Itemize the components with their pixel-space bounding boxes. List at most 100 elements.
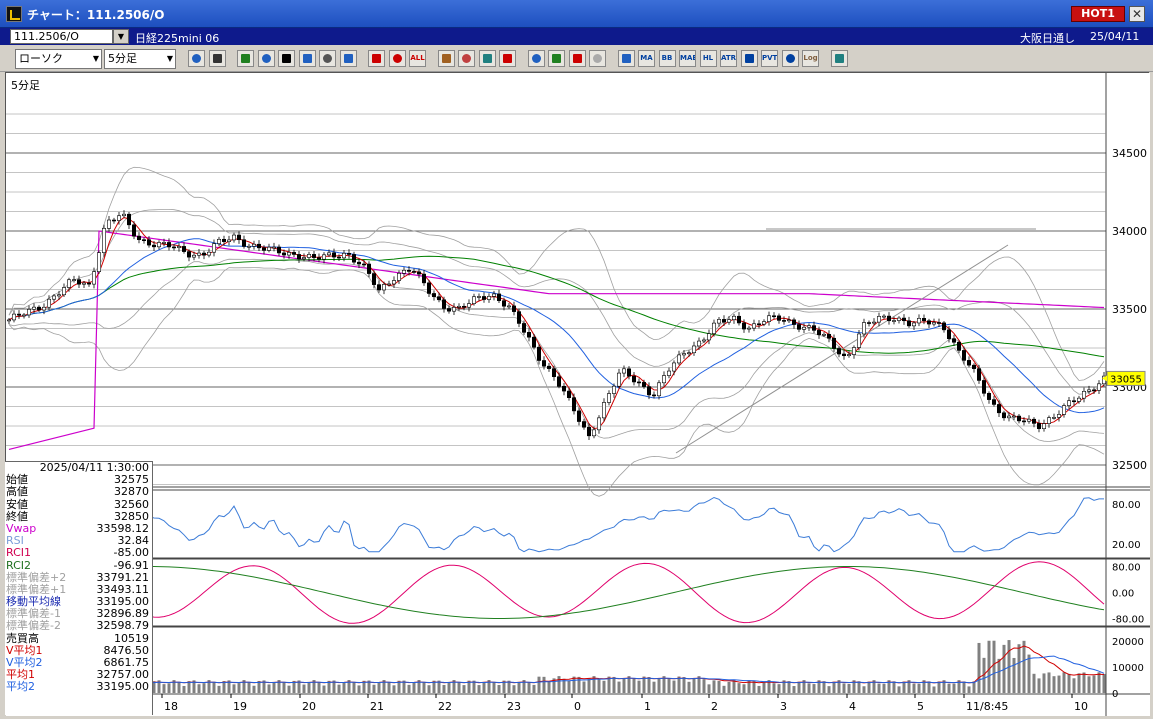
data-row: 売買高 10519 — [5, 632, 152, 645]
candle-body — [831, 337, 836, 349]
calendar-icon[interactable] — [548, 50, 565, 67]
volume-bar — [1082, 672, 1086, 693]
candle-body — [122, 213, 127, 217]
candle-body — [426, 282, 431, 294]
volume-bar — [872, 680, 876, 693]
flag-icon[interactable] — [568, 50, 586, 67]
data-row: 高値 32870 — [5, 486, 152, 498]
wrench-icon[interactable] — [458, 50, 475, 67]
note-icon[interactable] — [319, 50, 336, 67]
hot1-button[interactable]: HOT1 — [1071, 6, 1125, 22]
volume-bar — [162, 684, 166, 693]
crosshair-icon[interactable] — [208, 50, 226, 67]
chart-type-select[interactable]: ローソク ▼ — [15, 49, 102, 69]
chevron-down-icon: ▼ — [166, 54, 173, 63]
candle-body — [961, 350, 966, 361]
candles-icon[interactable] — [617, 50, 635, 67]
all-icon[interactable]: ALL — [409, 50, 426, 67]
ichimoku-icon[interactable] — [740, 50, 758, 67]
candle-body — [546, 365, 551, 369]
band-minus1 — [8, 258, 1105, 442]
bb-icon[interactable]: BB — [658, 50, 676, 67]
data-row: 標準偏差-2 32598.79 — [5, 620, 152, 632]
volume-bar — [642, 676, 646, 693]
volume-bar — [502, 680, 506, 693]
candle-body — [132, 224, 137, 237]
volume-bar — [392, 685, 396, 693]
candle-body — [406, 269, 411, 272]
zoom-out-icon[interactable] — [388, 50, 406, 67]
frame-icon-glyph — [785, 54, 795, 63]
volume-bar — [527, 682, 531, 693]
candle-body — [1072, 400, 1077, 403]
ma-icon[interactable]: MA — [638, 50, 655, 67]
hl-icon[interactable]: HL — [699, 50, 717, 67]
frame-icon[interactable] — [781, 50, 799, 67]
volume-bar — [592, 676, 596, 693]
candle-body — [107, 219, 112, 229]
candle-body — [281, 252, 286, 256]
export-icon[interactable] — [830, 50, 848, 67]
volume-bar — [622, 678, 626, 693]
zoom-in-icon[interactable] — [368, 50, 385, 67]
candle-body — [167, 242, 172, 248]
log-icon[interactable]: Log — [802, 50, 819, 67]
candle-body — [396, 272, 401, 281]
trash-icon-glyph — [343, 54, 353, 63]
candle-body — [966, 360, 971, 366]
trash-icon[interactable] — [339, 50, 357, 67]
volume-bar — [707, 684, 711, 693]
volume-bar — [567, 680, 571, 693]
trendline-icon[interactable] — [257, 50, 275, 67]
candle-body — [72, 279, 77, 281]
volume-bar — [332, 680, 336, 693]
mae-icon[interactable]: MAE — [679, 50, 696, 67]
close-icon[interactable]: ✕ — [1129, 6, 1145, 22]
search-icon[interactable] — [188, 50, 205, 67]
atr-icon[interactable]: ATR — [720, 50, 737, 67]
volume-bar — [387, 682, 391, 693]
date-label: 25/04/11 — [1090, 30, 1140, 43]
disabled-icon[interactable] — [589, 50, 606, 67]
title-bar[interactable]: チャート：111.2506/O HOT1 ✕ — [0, 0, 1153, 28]
volume-bar — [822, 681, 826, 693]
volume-bar — [577, 676, 581, 693]
volume-tick: 10000 — [1112, 663, 1144, 674]
data-row-value: 33195.00 — [96, 595, 150, 609]
candle-body — [991, 399, 996, 405]
interval-select[interactable]: 5分足 ▼ — [104, 49, 176, 69]
volume-bar — [902, 681, 906, 693]
candle-body — [926, 320, 931, 325]
select-icon[interactable] — [278, 50, 295, 67]
symbol-input[interactable]: 111.2506/O — [10, 29, 113, 44]
data-row: RSI 32.84 — [5, 534, 152, 547]
volume-bar — [302, 684, 306, 693]
instrument-name: 日経225mini 06 — [135, 32, 220, 45]
candle-body — [441, 299, 446, 309]
parallel-line-icon[interactable] — [298, 50, 316, 67]
pvt-icon[interactable]: PVT — [761, 50, 778, 67]
data-row: Vwap 33598.12 — [5, 522, 152, 535]
candle-body — [841, 353, 846, 357]
volume-bar — [497, 684, 501, 693]
volume-bar — [342, 682, 346, 693]
magnifier-icon[interactable] — [527, 50, 545, 67]
settings-icon[interactable] — [437, 50, 455, 67]
volume-bar — [917, 683, 921, 693]
candle-body — [496, 293, 501, 301]
volume-bar — [437, 680, 441, 693]
volume-bar — [702, 679, 706, 693]
candle-body — [1032, 418, 1037, 424]
data-row-label: RCI1 — [6, 546, 32, 560]
chart-svg[interactable]: 5分足34500340003350033000325003305580.0020… — [6, 73, 1150, 716]
order-icon[interactable] — [499, 50, 516, 67]
data-row: V平均1 8476.50 — [5, 644, 152, 657]
chart-area[interactable]: 5分足 34500 34000 33500 33000 32500 33055 80.00 20… — [5, 72, 1150, 716]
candle-body — [51, 295, 56, 300]
candle-body — [1097, 383, 1102, 391]
symbol-dropdown-icon[interactable]: ▼ — [113, 29, 129, 44]
candle-body — [901, 317, 906, 322]
pen-icon[interactable] — [237, 50, 254, 67]
palette-icon[interactable] — [478, 50, 496, 67]
volume-bar — [967, 686, 971, 693]
